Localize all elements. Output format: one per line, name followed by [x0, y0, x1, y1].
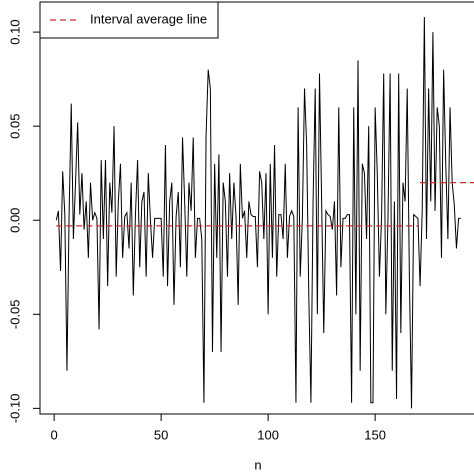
x-tick-label: 150 — [364, 427, 386, 442]
x-tick-label: 100 — [257, 427, 279, 442]
legend-box — [39, 1, 219, 39]
y-tick-label: -0.10 — [7, 394, 22, 424]
x-tick-label: 50 — [154, 427, 168, 442]
y-tick-label: 0.05 — [7, 114, 22, 139]
y-tick-label: 0.10 — [7, 19, 22, 44]
y-tick-label: -0.05 — [7, 299, 22, 329]
x-axis-label: n — [254, 457, 261, 472]
x-tick-label: 0 — [51, 427, 58, 442]
data-line — [55, 17, 461, 409]
y-tick-label: 0.00 — [7, 208, 22, 233]
plot-box — [39, 1, 474, 415]
legend-label: Interval average line — [90, 11, 207, 26]
